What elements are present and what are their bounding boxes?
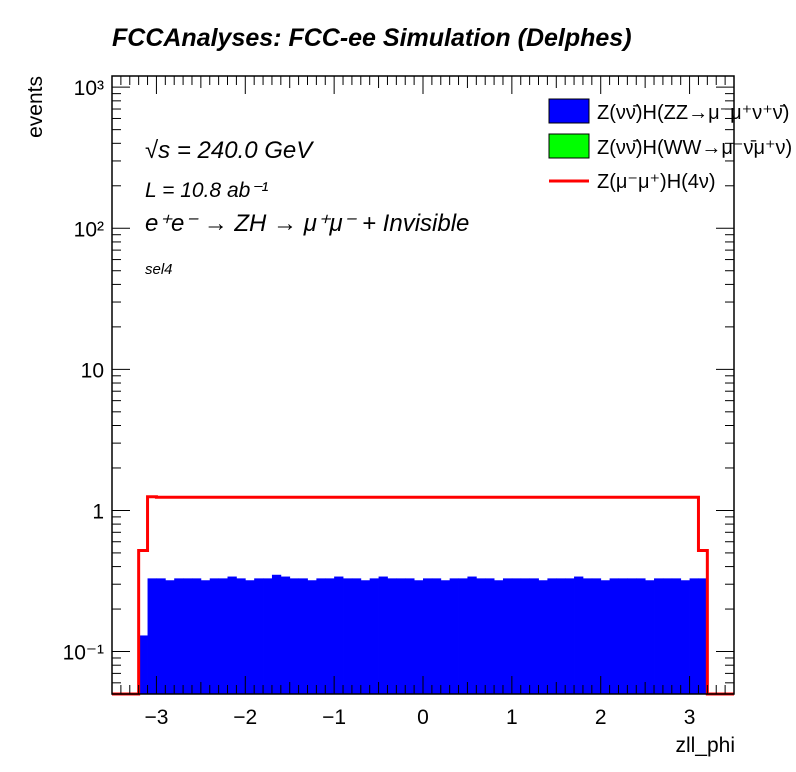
bar-series0-bin46: [547, 578, 557, 694]
y-axis-label: events: [24, 76, 47, 138]
bar-series0-bin13: [254, 578, 264, 694]
legend-swatch-ww: [548, 133, 590, 159]
process-annotation: e⁺e⁻ → ZH → μ⁺μ⁻ + Invisible: [145, 210, 469, 237]
bar-series0-bin47: [556, 578, 566, 694]
x-tick-label-6: 3: [684, 706, 696, 729]
x-tick-label-0: −3: [144, 706, 168, 729]
legend-label-zz: Z(νν̄)H(ZZ→μ⁻μ⁺ν⁺ν̄): [597, 102, 789, 124]
bar-series0-bin11: [236, 578, 246, 694]
bar-series0-bin27: [378, 576, 388, 694]
bar-series0-bin43: [520, 578, 531, 694]
bar-series0-bin2: [156, 578, 166, 694]
bar-series0-bin55: [627, 578, 637, 694]
bar-series0-bin38: [476, 578, 486, 694]
bar-series0-bin23: [343, 578, 353, 694]
bar-series0-bin33: [431, 578, 442, 694]
bar-series0-bin59: [662, 578, 673, 694]
bar-series0-bin30: [405, 578, 415, 694]
bar-series0-bin21: [325, 578, 335, 694]
energy-annotation: √s = 240.0 GeV: [145, 137, 314, 164]
x-tick-label-4: 1: [506, 706, 518, 729]
line-series2: [112, 495, 734, 696]
bar-series0-bin14: [263, 578, 273, 694]
bar-series0-bin6: [191, 578, 202, 694]
x-tick-label-1: −2: [233, 706, 257, 729]
bar-series0-bin1: [147, 578, 157, 694]
plot-frame: [111, 75, 735, 695]
x-tick-label-5: 2: [595, 706, 607, 729]
bar-series0-bin53: [609, 578, 619, 694]
bar-series0-bin52: [600, 580, 610, 694]
bar-series0-bin61: [680, 580, 690, 694]
bar-series0-bin37: [467, 576, 477, 694]
selection-annotation: sel4: [145, 261, 173, 278]
bar-series0-bin15: [271, 574, 282, 694]
legend-label-ww: Z(νν̄)H(WW→μ⁻ν̄μ⁺ν): [597, 137, 792, 159]
bar-series0-bin9: [218, 578, 228, 694]
bar-series0-bin54: [618, 578, 628, 694]
x-tick-label-2: −1: [322, 706, 346, 729]
y-tick-label-4: 10³: [74, 77, 104, 100]
bar-series0-bin44: [529, 578, 539, 694]
bar-series0-bin39: [485, 578, 495, 694]
bar-series0-bin35: [449, 578, 459, 694]
bar-series0-bin49: [574, 576, 584, 694]
y-tick-label-2: 10: [81, 359, 104, 382]
bar-series0-bin57: [645, 580, 655, 694]
bar-series0-bin48: [565, 578, 575, 694]
bar-series0-bin41: [502, 578, 513, 694]
bar-series0-bin29: [396, 578, 406, 694]
bar-series0-bin17: [289, 578, 299, 694]
bar-series0-bin8: [209, 578, 220, 694]
bar-series0-bin12: [245, 580, 255, 694]
y-tick-label-3: 10²: [74, 218, 104, 241]
bar-series0-bin18: [298, 578, 308, 694]
legend-label-4nu: Z(μ⁻μ⁺)H(4ν): [597, 171, 716, 193]
legend-swatch-zz: [548, 98, 590, 124]
bar-series0-bin58: [654, 578, 664, 694]
bar-series0-bin22: [334, 576, 344, 694]
legend: Z(νν̄)H(ZZ→μ⁻μ⁺ν⁺ν̄) Z(νν̄)H(WW→μ⁻ν̄μ⁺ν)…: [548, 98, 792, 193]
bar-series0-bin10: [227, 576, 237, 694]
luminosity-annotation: L = 10.8 ab⁻¹: [145, 179, 268, 202]
x-tick-label-3: 0: [417, 706, 429, 729]
chart-title: FCCAnalyses: FCC-ee Simulation (Delphes): [112, 24, 632, 52]
bar-series0-bin50: [582, 578, 593, 694]
bar-series0-bin20: [316, 578, 326, 694]
bar-series0-bin24: [351, 578, 362, 694]
bar-series0-bin7: [200, 580, 211, 694]
bar-series0-bin16: [280, 576, 291, 694]
bar-series0-bin45: [538, 580, 548, 694]
bar-series0-bin26: [369, 578, 379, 694]
bar-series0-bin4: [174, 578, 184, 694]
bar-series0-bin51: [591, 578, 602, 694]
bar-series0-bin25: [360, 580, 371, 694]
bar-series0-bin56: [636, 578, 646, 694]
bar-series0-bin40: [494, 580, 504, 694]
histogram-layer: [112, 495, 734, 696]
bar-series0-bin3: [165, 580, 175, 694]
bar-series0-bin31: [414, 580, 424, 694]
bar-series0-bin62: [689, 578, 699, 694]
bar-series0-bin5: [183, 578, 193, 694]
bar-series0-bin34: [440, 580, 451, 694]
bar-series0-bin28: [387, 578, 397, 694]
y-tick-label-0: 10⁻¹: [63, 642, 104, 665]
bar-series0-bin63: [698, 578, 708, 694]
x-axis-label: zll_phi: [675, 734, 735, 757]
bar-series0-bin36: [458, 578, 468, 694]
y-tick-label-1: 1: [92, 500, 104, 523]
bar-series0-bin19: [307, 580, 317, 694]
bar-series0-bin42: [511, 578, 522, 694]
bar-series0-bin60: [671, 578, 682, 694]
bar-series0-bin0: [138, 635, 148, 694]
bar-series0-bin32: [423, 578, 433, 694]
